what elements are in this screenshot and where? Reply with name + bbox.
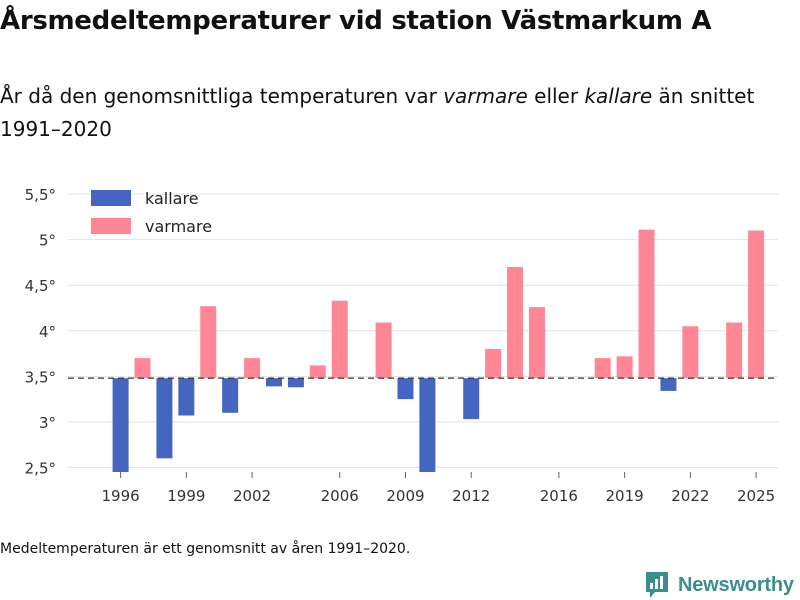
bar-1997 — [134, 358, 151, 379]
chart-title: Årsmedeltemperaturer vid station Västmar… — [0, 6, 712, 36]
bar-2008 — [375, 322, 392, 379]
bar-2006 — [331, 300, 348, 379]
newsworthy-logo: Newsworthy — [644, 570, 794, 600]
subtitle-text-3: än snittet 1991–2020 — [0, 84, 755, 141]
x-axis: 1996 1999 2002 2006 2009 2012 2016 2019 2022 2025 — [101, 472, 775, 505]
legend-label-kallare: kallare — [145, 189, 199, 208]
subtitle-emphasis-colder: kallare — [584, 84, 653, 108]
legend-swatch-varmare — [91, 218, 131, 234]
x-tick-label: 1999 — [167, 487, 205, 505]
bar-2021 — [660, 378, 677, 391]
y-tick-label: 5° — [39, 232, 56, 250]
bar-2000 — [200, 306, 217, 379]
x-tick-label: 2009 — [386, 487, 424, 505]
bar-2004 — [287, 378, 304, 388]
x-tick-label: 2025 — [737, 487, 775, 505]
x-tick-label: 2002 — [233, 487, 271, 505]
x-tick-label: 1996 — [101, 487, 139, 505]
bar-2014 — [507, 267, 524, 379]
bar-2002 — [244, 358, 261, 379]
bar-2013 — [485, 349, 502, 379]
x-tick-label: 2012 — [452, 487, 490, 505]
chart-subtitle: År då den genomsnittliga temperaturen va… — [0, 80, 790, 146]
y-tick-label: 3° — [39, 414, 56, 432]
newsworthy-logo-icon — [646, 572, 668, 598]
bar-1999 — [178, 378, 195, 416]
temperature-bar-chart: 2,5° 3° 3,5° 4° 4,5° 5° 5,5° 1996 1999 2002 2006 2… — [25, 186, 778, 505]
x-tick-label: 2006 — [321, 487, 359, 505]
legend-label-varmare: varmare — [145, 217, 212, 236]
bar-2012 — [463, 378, 480, 420]
y-tick-label: 2,5° — [25, 459, 56, 477]
bar-2005 — [309, 365, 326, 379]
y-tick-label: 4° — [39, 323, 56, 341]
subtitle-text-1: År då den genomsnittliga temperaturen va… — [0, 84, 444, 108]
bar-2015 — [528, 307, 545, 379]
bars — [112, 229, 765, 472]
bar-2024 — [726, 322, 743, 379]
bar-2019 — [616, 356, 633, 379]
y-tick-label: 5,5° — [25, 186, 56, 204]
bar-1996 — [112, 378, 129, 472]
bar-2001 — [222, 378, 239, 413]
bar-2009 — [397, 378, 414, 400]
y-axis-tick-labels: 2,5° 3° 3,5° 4° 4,5° 5° 5,5° — [25, 186, 56, 477]
subtitle-text-2: eller — [527, 84, 585, 108]
y-tick-label: 3,5° — [25, 368, 56, 386]
subtitle-emphasis-warmer: varmare — [443, 84, 528, 108]
footnote: Medeltemperaturen är ett genomsnitt av å… — [0, 541, 411, 557]
y-tick-label: 4,5° — [25, 277, 56, 295]
bar-2018 — [594, 358, 611, 379]
x-tick-label: 2016 — [540, 487, 578, 505]
x-tick-label: 2019 — [606, 487, 644, 505]
x-tick-label: 2022 — [671, 487, 709, 505]
bar-2003 — [265, 378, 282, 387]
bar-1998 — [156, 378, 173, 459]
bar-2010 — [419, 378, 436, 472]
bar-2020 — [638, 229, 655, 379]
bar-2025 — [748, 230, 765, 379]
legend: kallare varmare — [91, 189, 212, 236]
bar-2022 — [682, 326, 699, 379]
newsworthy-logo-text: Newsworthy — [678, 573, 794, 596]
legend-swatch-kallare — [91, 190, 131, 206]
